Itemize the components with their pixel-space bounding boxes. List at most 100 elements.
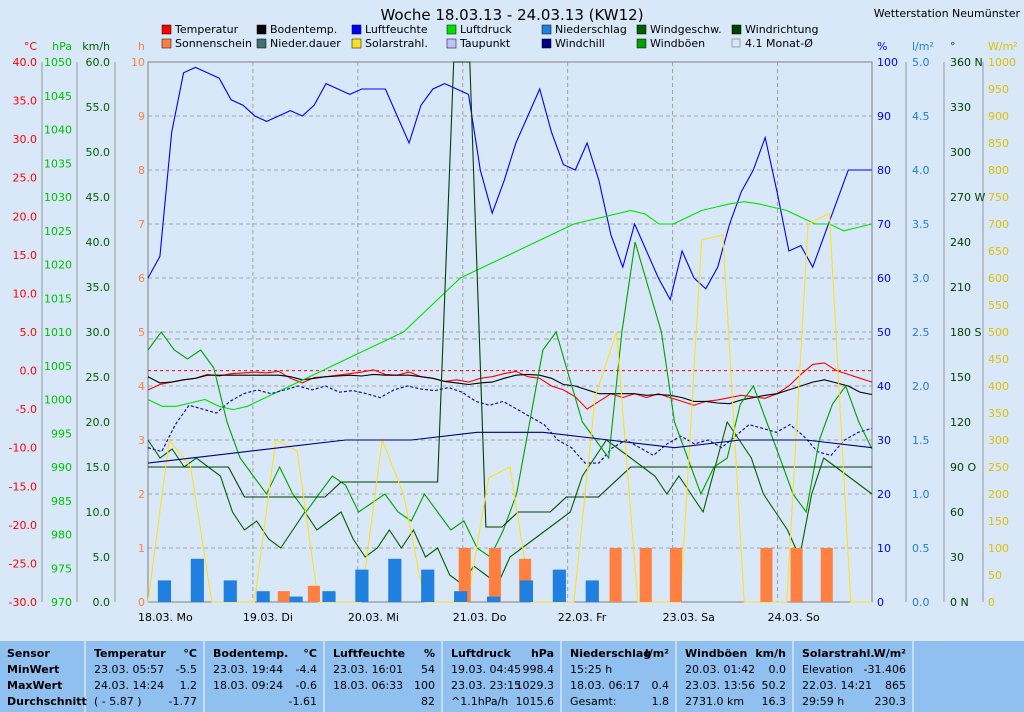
stats-solarstrahl-value: -31.406 bbox=[863, 663, 906, 676]
axis-tick-lm2: 5.0 bbox=[912, 56, 930, 69]
station-name: Wetterstation Neumünster bbox=[874, 7, 1021, 20]
axis-tick-lm2: 4.5 bbox=[912, 110, 930, 123]
legend-label: Luftdruck bbox=[460, 23, 512, 36]
axis-tick-pct: 70 bbox=[877, 218, 891, 231]
axis-tick-wm2: 400 bbox=[988, 380, 1009, 393]
axis-tick-h: 0 bbox=[138, 596, 145, 609]
stats-bodentemp-value: -4.4 bbox=[295, 663, 317, 676]
stats-luftfeuchte-label: 23.03. 16:01 bbox=[333, 663, 404, 676]
axis-unit-hpa: hPa bbox=[52, 40, 72, 53]
axis-tick-hpa: 980 bbox=[51, 529, 72, 542]
stats-niederschlag-value: 1.8 bbox=[651, 695, 670, 708]
axis-tick-wm2: 350 bbox=[988, 407, 1009, 420]
axis-tick-kmh: 10.0 bbox=[86, 506, 111, 519]
axis-tick-deg: 300 bbox=[950, 146, 971, 159]
legend-swatch bbox=[256, 24, 267, 35]
series-luftfeuchte bbox=[147, 66, 872, 302]
stats-niederschlag-label: Gesamt: bbox=[570, 695, 617, 708]
axis-tick-hpa: 1045 bbox=[44, 90, 72, 103]
bar-sonnenschein bbox=[488, 548, 501, 602]
stats-temperatur-block: Temperatur °C 23.03. 05:57 -5.5 24.03. 14:24… bbox=[88, 641, 205, 712]
legend-swatch bbox=[636, 38, 647, 49]
axis-tick-h: 1 bbox=[138, 542, 145, 555]
bar-niederschlag bbox=[454, 591, 468, 602]
x-tick-label: 19.03. Di bbox=[243, 611, 293, 624]
stats-luftfeuchte-block: Luftfeuchte% 23.03. 16:01 54 18.03. 06:33 10… bbox=[327, 641, 443, 712]
stats-niederschlag-value: 0.4 bbox=[651, 679, 670, 692]
axis-tick-lm2: 2.5 bbox=[912, 326, 930, 339]
stats-bodentemp-block: Bodentemp. °C 23.03. 19:44 -4.4 18.03. 09:24… bbox=[207, 641, 325, 712]
axis-tick-wm2: 850 bbox=[988, 137, 1009, 150]
bar-niederschlag bbox=[388, 558, 402, 602]
axis-tick-deg: 90 O bbox=[950, 461, 976, 474]
stats-temperatur-label: 23.03. 05:57 bbox=[94, 663, 165, 676]
axis-tick-wm2: 450 bbox=[988, 353, 1009, 366]
axis-tick-h: 2 bbox=[138, 488, 145, 501]
axis-tick-wm2: 800 bbox=[988, 164, 1009, 177]
bar-niederschlag bbox=[256, 591, 270, 602]
axis-tick-hpa: 985 bbox=[51, 495, 72, 508]
bar-niederschlag bbox=[585, 580, 599, 602]
series-windgeschw bbox=[147, 420, 873, 585]
bar-sonnenschein bbox=[820, 548, 833, 602]
axis-tick-hpa: 995 bbox=[51, 427, 72, 440]
stats-bodentemp-label: 23.03. 19:44 bbox=[213, 663, 284, 676]
stats-luftdruck-value: 998.4 bbox=[522, 663, 555, 676]
axis-tick-pct: 20 bbox=[877, 488, 891, 501]
axis-unit-pct: % bbox=[877, 40, 887, 53]
stats-niederschlag-block: Niederschlag l/m² 15:25 h 18.03. 06:17 0.4 Ge… bbox=[564, 641, 677, 712]
axis-tick-lm2: 4.0 bbox=[912, 164, 930, 177]
axis-tick-lm2: 2.0 bbox=[912, 380, 930, 393]
stats-windboeen-label: 20.03. 01:42 bbox=[685, 663, 756, 676]
axis-tick-h: 3 bbox=[138, 434, 145, 447]
axis-tick-deg: 330 bbox=[950, 101, 971, 114]
legend-swatch bbox=[351, 38, 362, 49]
axis-tick-deg: 270 W bbox=[950, 191, 985, 204]
axis-tick-temp: 0.0 bbox=[20, 365, 38, 378]
axis-tick-wm2: 150 bbox=[988, 515, 1009, 528]
stats-windboeen-value: 0.0 bbox=[768, 663, 787, 676]
axis-tick-wm2: 300 bbox=[988, 434, 1009, 447]
axis-tick-temp: 15.0 bbox=[13, 249, 38, 262]
chart-area: 18.03. Mo 19.03. Di 20.03. Mi 21.03. Do 22.0… bbox=[8, 6, 1021, 624]
axis-tick-deg: 30 bbox=[950, 551, 964, 564]
x-tick-label: 18.03. Mo bbox=[138, 611, 193, 624]
legend-swatch bbox=[446, 24, 457, 35]
axis-tick-h: 7 bbox=[138, 218, 145, 231]
legend-label: Bodentemp. bbox=[270, 23, 337, 36]
axis-tick-temp: 5.0 bbox=[20, 326, 38, 339]
stats-luftfeuchte-value: 100 bbox=[414, 679, 435, 692]
axis-tick-deg: 60 bbox=[950, 506, 964, 519]
stats-windboeen-label: 23.03. 13:56 bbox=[685, 679, 756, 692]
axis-tick-temp: -15.0 bbox=[9, 480, 37, 493]
axis-tick-temp: -20.0 bbox=[9, 519, 37, 532]
axis-tick-wm2: 950 bbox=[988, 83, 1009, 96]
axis-tick-kmh: 50.0 bbox=[86, 146, 111, 159]
bar-niederschlag bbox=[421, 569, 435, 602]
axis-tick-deg: 120 bbox=[950, 416, 971, 429]
axis-tick-temp: 40.0 bbox=[13, 56, 38, 69]
stats-luftdruck-unit: hPa bbox=[530, 647, 554, 660]
axis-tick-deg: 0 N bbox=[950, 596, 969, 609]
chart-title: Woche 18.03.13 - 24.03.13 (KW12) bbox=[380, 6, 643, 24]
axis-unit-temp: °C bbox=[24, 40, 38, 53]
axis-unit-h: h bbox=[138, 40, 145, 53]
bar-niederschlag bbox=[486, 596, 501, 602]
stats-temperatur-unit: °C bbox=[183, 647, 197, 660]
stats-bodentemp-value: -0.6 bbox=[295, 679, 317, 692]
stats-sensor-header: Sensor bbox=[7, 647, 50, 660]
axis-tick-deg: 240 bbox=[950, 236, 971, 249]
stats-temperatur-value: -1.77 bbox=[168, 695, 197, 708]
legend-label: Windgeschw. bbox=[650, 23, 722, 36]
axis-tick-kmh: 25.0 bbox=[86, 371, 111, 384]
legend-label: Windrichtung bbox=[745, 23, 818, 36]
axis-tick-kmh: 60.0 bbox=[86, 56, 111, 69]
axis-tick-kmh: 30.0 bbox=[86, 326, 111, 339]
axis-tick-hpa: 970 bbox=[51, 596, 72, 609]
bar-niederschlag bbox=[552, 569, 566, 602]
stats-solarstrahl-label: 22.03. 14:21 bbox=[802, 679, 873, 692]
stats-row-max: MaxWert bbox=[7, 679, 63, 692]
axis-tick-h: 9 bbox=[138, 110, 145, 123]
stats-row-avg: Durchschnitt bbox=[7, 695, 87, 708]
legend-swatch bbox=[636, 24, 647, 35]
